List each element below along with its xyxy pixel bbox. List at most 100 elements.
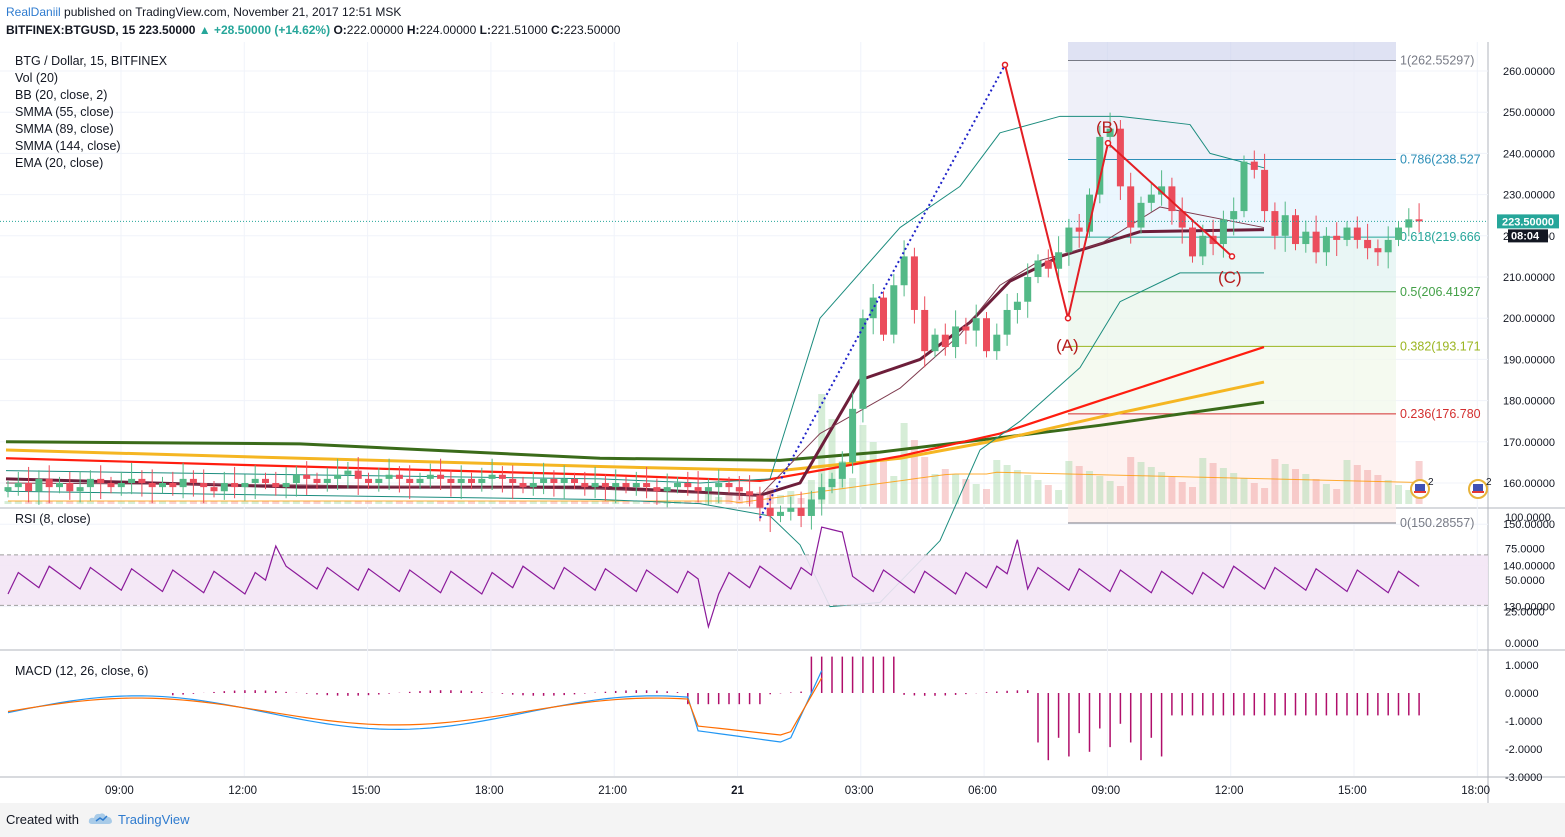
candle-body bbox=[715, 483, 723, 488]
candle-body bbox=[952, 326, 960, 348]
rsi-tick-label: 25.0000 bbox=[1505, 607, 1545, 619]
volume-bar bbox=[1261, 488, 1269, 504]
candle-body bbox=[859, 318, 867, 409]
close-label: C: bbox=[551, 23, 564, 37]
volume-bar bbox=[14, 501, 22, 504]
chart-canvas[interactable]: 1(262.55297) 0.786(238.527 0.618(219.666 0.… bbox=[0, 42, 1565, 803]
price-tick-label: 200.00000 bbox=[1503, 313, 1555, 325]
volume-bar bbox=[849, 478, 857, 504]
volume-bar bbox=[220, 501, 228, 504]
candle-body bbox=[962, 326, 970, 331]
tradingview-link[interactable]: TradingView bbox=[118, 812, 190, 827]
price-tick-label: 190.00000 bbox=[1503, 354, 1555, 366]
volume-bar bbox=[313, 501, 321, 504]
volume-bar bbox=[581, 501, 589, 504]
volume-bar bbox=[107, 501, 115, 504]
fib-retracement[interactable]: 1(262.55297) 0.786(238.527 0.618(219.666 0.… bbox=[1068, 42, 1481, 530]
publish-text: published on TradingView.com, November 2… bbox=[64, 5, 402, 19]
wave-label-c: (C) bbox=[1218, 268, 1242, 287]
volume-bar bbox=[1333, 489, 1341, 504]
candle-body bbox=[426, 474, 434, 479]
volume-bar bbox=[1168, 477, 1176, 504]
fib-level-label: 0.236(176.780 bbox=[1400, 407, 1481, 421]
volume-bar bbox=[880, 459, 887, 504]
volume-bar bbox=[571, 501, 578, 504]
ohlc-line: BITFINEX:BTGUSD, 15 223.50000 ▲ +28.5000… bbox=[6, 23, 620, 37]
macd-tick-label: 0.0000 bbox=[1505, 688, 1539, 700]
candle-body bbox=[231, 483, 239, 488]
candle-body bbox=[622, 483, 630, 488]
fib-level-label: 0.382(193.171 bbox=[1400, 339, 1481, 353]
price-tick-label: 150.00000 bbox=[1503, 519, 1555, 531]
bb-basis-line bbox=[5, 206, 1265, 496]
candle-body bbox=[1199, 235, 1207, 257]
candle-body bbox=[138, 478, 146, 483]
volume-bar bbox=[406, 501, 414, 504]
candle-body bbox=[498, 474, 506, 479]
candle-body bbox=[1230, 211, 1238, 220]
candle-body bbox=[4, 487, 12, 492]
candle-body bbox=[890, 285, 898, 335]
volume-bar bbox=[354, 501, 362, 504]
time-tick-label: 15:00 bbox=[1338, 785, 1367, 797]
legend-entry: SMMA (89, close) bbox=[15, 122, 114, 136]
candle-body bbox=[880, 297, 887, 335]
candle-body bbox=[777, 511, 784, 516]
volume-bar bbox=[231, 501, 239, 504]
candle-body bbox=[1395, 227, 1402, 240]
volume-bar bbox=[1374, 475, 1382, 504]
candle-body bbox=[1353, 227, 1361, 240]
candle-body bbox=[334, 474, 342, 479]
candle-body bbox=[76, 487, 84, 492]
volume-bar bbox=[385, 501, 393, 504]
candle-body bbox=[766, 507, 774, 516]
volume-bar bbox=[56, 501, 63, 504]
candle-body bbox=[1034, 260, 1042, 277]
volume-bar bbox=[1024, 475, 1032, 504]
volume-bar bbox=[643, 501, 651, 504]
candle-body bbox=[993, 334, 1001, 352]
candle-body bbox=[972, 318, 980, 331]
wave-label-a: (A) bbox=[1056, 336, 1079, 355]
volume-bars bbox=[4, 394, 1423, 504]
macd-panel: MACD (12, 26, close, 6) bbox=[7, 656, 1420, 761]
volume-bar bbox=[818, 394, 826, 504]
drawings[interactable]: (A) (B) (C) bbox=[0, 61, 1488, 519]
candle-body bbox=[1374, 248, 1382, 253]
volume-bar bbox=[468, 501, 475, 504]
candle-body bbox=[169, 483, 177, 488]
candle-body bbox=[56, 483, 63, 488]
macd-tick-label: 1.0000 bbox=[1505, 660, 1539, 672]
fib-top-band bbox=[1068, 42, 1396, 61]
volume-bar bbox=[1178, 482, 1186, 504]
volume-bar bbox=[1086, 471, 1093, 504]
candle-body bbox=[1044, 260, 1052, 269]
candle-body bbox=[1250, 161, 1258, 170]
author-link[interactable]: RealDaniil bbox=[6, 5, 61, 19]
volume-bar bbox=[900, 423, 908, 504]
volume-bar bbox=[1096, 476, 1104, 504]
volume-bar bbox=[25, 501, 33, 504]
volume-bar bbox=[447, 501, 455, 504]
rsi-title: RSI (8, close) bbox=[15, 512, 91, 526]
candle-body bbox=[292, 474, 300, 483]
pattern-anchor bbox=[1064, 314, 1072, 322]
volume-bar bbox=[632, 501, 640, 504]
candle-body bbox=[529, 483, 537, 488]
event-count-label: 2 bbox=[1428, 477, 1434, 488]
volume-bar bbox=[1384, 480, 1392, 504]
volume-bar bbox=[416, 501, 424, 504]
volume-bar bbox=[292, 501, 300, 504]
candle-body bbox=[910, 256, 918, 310]
candle-body bbox=[385, 474, 393, 479]
candle-body bbox=[14, 483, 22, 488]
volume-bar bbox=[941, 469, 949, 504]
candle-body bbox=[344, 470, 352, 475]
candle-body bbox=[282, 483, 290, 488]
volume-bar bbox=[282, 501, 290, 504]
volume-bar bbox=[1034, 480, 1042, 504]
fib-level-label: 0(150.28557) bbox=[1400, 516, 1474, 530]
low-label: L: bbox=[479, 23, 491, 37]
time-tick-label: 15:00 bbox=[352, 785, 381, 797]
last-price: 223.50000 bbox=[138, 23, 196, 37]
